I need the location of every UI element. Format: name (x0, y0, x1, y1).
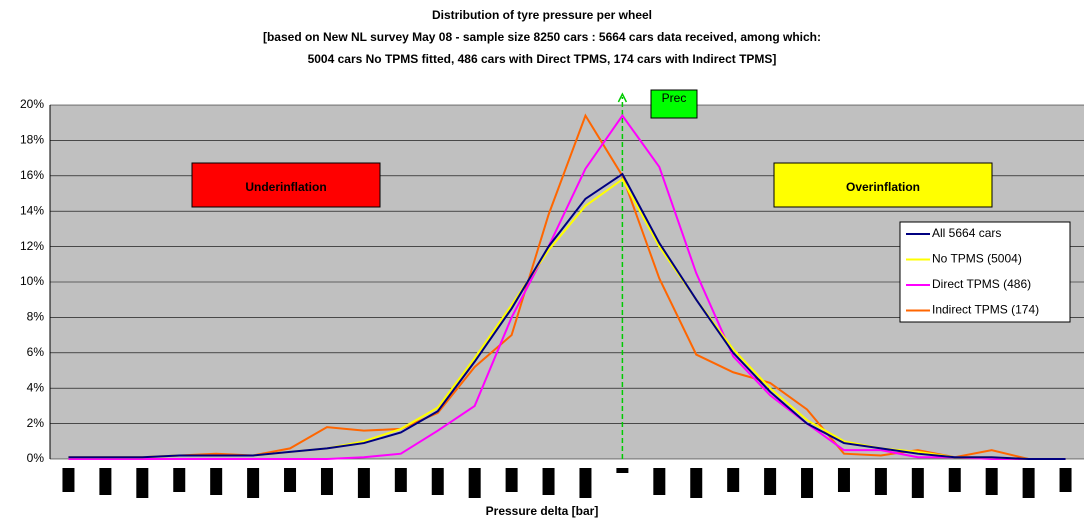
legend-box (899, 221, 1071, 323)
x-tick-block (136, 468, 149, 498)
x-tick-block (99, 468, 112, 495)
x-tick-block (764, 468, 777, 495)
annotation-box (773, 162, 993, 208)
x-tick-block (579, 468, 592, 498)
x-tick-block (837, 468, 850, 492)
x-tick-block (911, 468, 924, 498)
x-tick-block (1022, 468, 1035, 498)
x-tick-block (542, 468, 555, 495)
legend-label: Indirect TPMS (174) (932, 303, 1039, 317)
x-tick-block (874, 468, 887, 495)
y-tick-label: 6% (27, 345, 45, 359)
x-tick-block (1059, 468, 1072, 492)
x-tick-block (320, 468, 333, 495)
x-tick-block (616, 468, 629, 473)
y-tick-label: 0% (27, 451, 45, 465)
annotation-text: Overinflation (846, 180, 920, 194)
series-line (68, 172, 1066, 460)
x-tick-block (801, 468, 814, 498)
x-tick-block (653, 468, 666, 495)
y-tick-label: 20% (20, 97, 44, 111)
legend-label: Direct TPMS (486) (932, 277, 1031, 291)
x-tick-block (247, 468, 260, 498)
y-tick-label: 10% (20, 274, 44, 288)
x-tick-block (727, 468, 740, 492)
legend-label: No TPMS (5004) (932, 252, 1022, 266)
annotation-box (650, 89, 698, 119)
x-tick-block (173, 468, 186, 492)
y-tick-label: 18% (20, 133, 44, 147)
annotation-text: Prec (662, 91, 687, 105)
x-tick-block (468, 468, 481, 498)
annotation-box (191, 162, 381, 208)
y-tick-label: 2% (27, 416, 45, 430)
prec-arrowhead (617, 92, 628, 103)
x-tick-block (431, 468, 444, 495)
x-tick-block (985, 468, 998, 495)
x-tick-block (505, 468, 518, 492)
x-tick-block (284, 468, 297, 492)
y-tick-label: 12% (20, 239, 44, 253)
y-tick-label: 8% (27, 310, 45, 324)
x-tick-block (357, 468, 370, 498)
chart-title: [based on New NL survey May 08 - sample … (263, 30, 821, 44)
x-tick-block (62, 468, 75, 492)
annotation-text: Underinflation (245, 180, 326, 194)
series-line (68, 113, 1066, 460)
chart-title: 5004 cars No TPMS fitted, 486 cars with … (308, 52, 777, 66)
x-tick-block (210, 468, 223, 495)
y-tick-label: 16% (20, 168, 44, 182)
x-tick-block (690, 468, 703, 498)
y-tick-label: 4% (27, 380, 45, 394)
x-tick-block (948, 468, 961, 492)
x-tick-block (394, 468, 407, 492)
legend-label: All 5664 cars (932, 226, 1001, 240)
y-tick-label: 14% (20, 203, 44, 217)
x-axis-label: Pressure delta [bar] (486, 504, 599, 518)
chart-title: Distribution of tyre pressure per wheel (432, 8, 652, 22)
